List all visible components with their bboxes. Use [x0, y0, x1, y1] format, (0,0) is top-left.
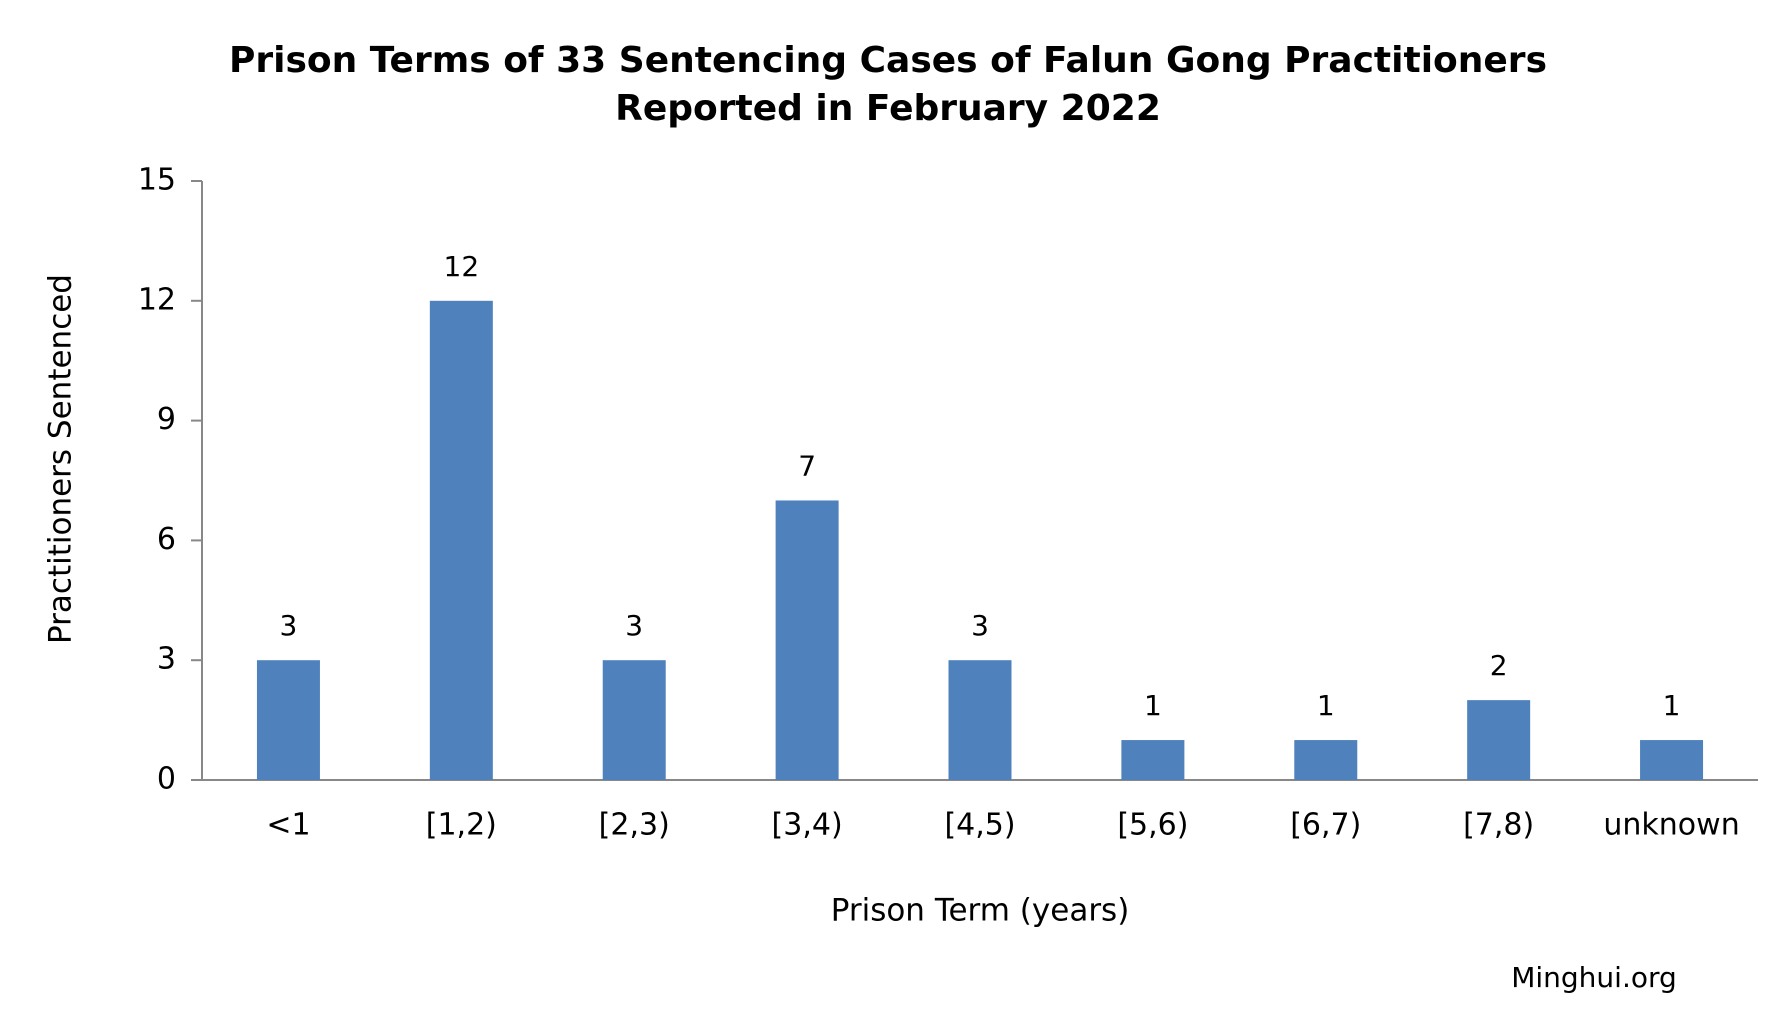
value-label: 7	[798, 449, 816, 482]
bar	[1640, 740, 1704, 780]
value-label: 3	[971, 609, 989, 642]
chart-title: Prison Terms of 33 Sentencing Cases of F…	[229, 40, 1547, 81]
value-label: 3	[280, 609, 298, 642]
y-tick-label: 3	[157, 642, 176, 677]
y-axis-label: Practitioners Sentenced	[43, 274, 79, 644]
x-tick-label: [2,3)	[599, 808, 670, 843]
chart-title: Reported in February 2022	[615, 88, 1161, 129]
y-tick-label: 6	[157, 522, 176, 557]
value-label: 1	[1317, 689, 1335, 722]
y-tick-label: 15	[138, 163, 176, 198]
x-tick-label: [3,4)	[772, 808, 843, 843]
bar	[256, 660, 320, 780]
value-label: 1	[1144, 689, 1162, 722]
bar	[1467, 700, 1531, 780]
bar	[948, 660, 1012, 780]
bar	[1294, 740, 1358, 780]
y-tick-label: 0	[157, 762, 176, 797]
value-label: 12	[444, 250, 480, 283]
x-axis-label: Prison Term (years)	[831, 893, 1130, 929]
bar	[775, 500, 839, 780]
value-label: 3	[625, 609, 643, 642]
y-tick-label: 9	[157, 402, 176, 437]
bar	[1121, 740, 1185, 780]
y-tick-label: 12	[138, 282, 176, 317]
x-tick-label: [6,7)	[1290, 808, 1361, 843]
source: Minghui.org	[1511, 961, 1677, 994]
x-tick-label: unknown	[1603, 808, 1739, 843]
value-label: 1	[1663, 689, 1681, 722]
x-tick-label: <1	[266, 808, 310, 843]
x-tick-label: [4,5)	[944, 808, 1015, 843]
x-tick-label: [5,6)	[1117, 808, 1188, 843]
x-tick-label: [1,2)	[426, 808, 497, 843]
bar	[429, 300, 493, 780]
value-label: 2	[1490, 649, 1508, 682]
x-tick-label: [7,8)	[1463, 808, 1534, 843]
bar	[602, 660, 666, 780]
